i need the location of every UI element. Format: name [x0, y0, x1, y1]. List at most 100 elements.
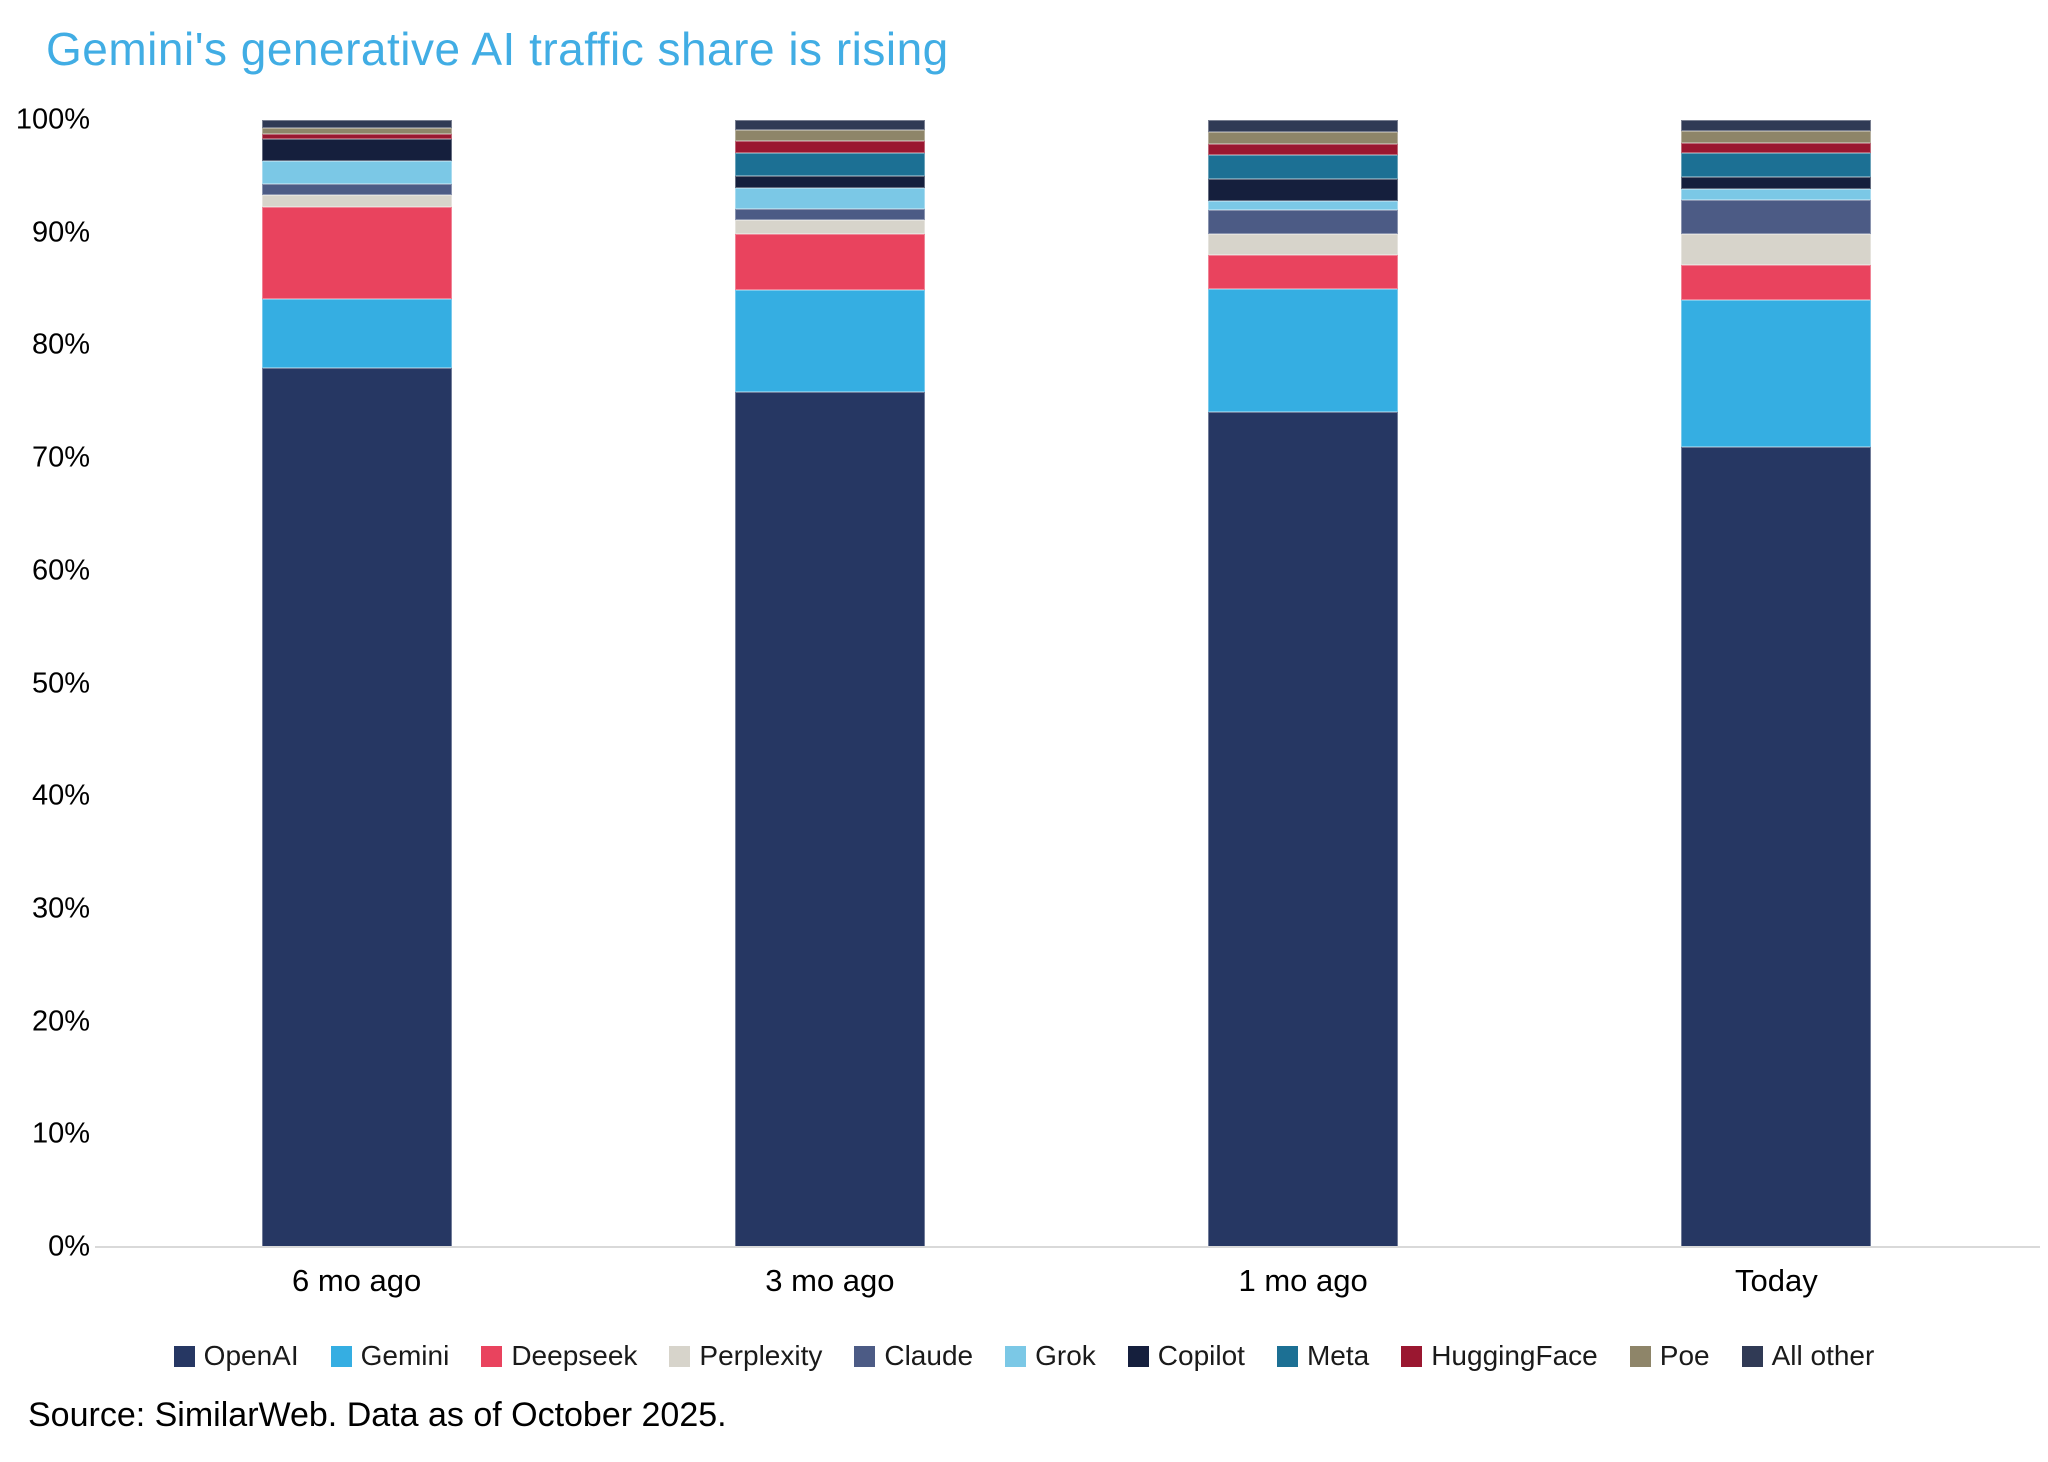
- bar-segment-poe: [1208, 132, 1399, 144]
- bar-segment-all-other: [734, 120, 925, 131]
- legend-swatch-icon: [1005, 1345, 1027, 1367]
- legend-swatch-icon: [669, 1345, 691, 1367]
- legend-swatch-icon: [1629, 1345, 1651, 1367]
- y-axis-tick: 40%: [31, 779, 90, 812]
- bar-segment-deepseek: [261, 206, 452, 300]
- legend-item-grok: Grok: [1005, 1340, 1096, 1372]
- bar-segment-grok: [1681, 188, 1872, 200]
- legend-swatch-icon: [1276, 1345, 1298, 1367]
- bar-segment-huggingface: [734, 141, 925, 153]
- y-axis-tick: 10%: [31, 1117, 90, 1150]
- x-axis-label-1-mo-ago: 1 mo ago: [1238, 1263, 1368, 1298]
- bar-segment-claude: [1208, 210, 1399, 234]
- legend-item-huggingface: HuggingFace: [1401, 1340, 1598, 1372]
- legend: OpenAI Gemini Deepseek Perplexity Claude Grok…: [0, 1340, 2048, 1372]
- legend-item-deepseek: Deepseek: [481, 1340, 637, 1372]
- legend-item-gemini: Gemini: [330, 1340, 450, 1372]
- x-axis-label-3-mo-ago: 3 mo ago: [765, 1263, 895, 1298]
- stacked-bar-today: [1681, 120, 1872, 1247]
- legend-item-meta: Meta: [1276, 1340, 1370, 1372]
- legend-label: Deepseek: [511, 1340, 638, 1371]
- y-axis-tick: 100%: [15, 103, 90, 136]
- y-axis-tick: 80%: [31, 328, 90, 361]
- legend-label: Copilot: [1157, 1340, 1245, 1371]
- legend-swatch-icon: [173, 1345, 195, 1367]
- bar-segment-copilot: [1208, 178, 1399, 202]
- bar-segment-gemini: [261, 299, 452, 368]
- x-axis-baseline: [95, 1246, 2040, 1248]
- bar-segment-meta: [734, 152, 925, 177]
- legend-label: Meta: [1306, 1340, 1370, 1371]
- bar-segment-deepseek: [1681, 265, 1872, 301]
- legend-item-all-other: All other: [1741, 1340, 1874, 1372]
- bar-segment-all-other: [261, 120, 452, 128]
- bar-segment-copilot: [734, 176, 925, 188]
- bar-segment-huggingface: [1681, 142, 1872, 153]
- bar-slot-6-mo-ago: [120, 120, 593, 1247]
- bar-segment-meta: [1208, 154, 1399, 179]
- bar-segment-claude: [1681, 199, 1872, 234]
- bar-segment-poe: [261, 127, 452, 134]
- bar-segment-claude: [261, 184, 452, 196]
- x-axis-label-today: Today: [1735, 1263, 1818, 1298]
- legend-label: OpenAI: [203, 1340, 299, 1371]
- bar-segment-all-other: [1681, 120, 1872, 132]
- legend-label: HuggingFace: [1431, 1340, 1598, 1371]
- bar-segment-grok: [1208, 201, 1399, 211]
- legend-item-claude: Claude: [854, 1340, 973, 1372]
- bar-segment-poe: [734, 130, 925, 142]
- y-axis-tick: 0%: [48, 1230, 90, 1263]
- bar-segment-grok: [734, 187, 925, 209]
- bar-segment-gemini: [1681, 300, 1872, 447]
- legend-label: Poe: [1659, 1340, 1710, 1371]
- legend-swatch-icon: [330, 1345, 352, 1367]
- bar-segment-perplexity: [1681, 233, 1872, 266]
- bar-segment-openai: [1681, 446, 1872, 1247]
- bar-slot-3-mo-ago: [593, 120, 1066, 1247]
- legend-item-poe: Poe: [1629, 1340, 1710, 1372]
- bar-segment-copilot: [1681, 177, 1872, 189]
- y-axis-tick: 60%: [31, 554, 90, 587]
- legend-item-perplexity: Perplexity: [669, 1340, 822, 1372]
- stacked-bar-3-mo-ago: [734, 120, 925, 1247]
- y-axis-tick: 50%: [31, 667, 90, 699]
- bar-slot-today: [1540, 120, 2013, 1247]
- y-axis-tick: 90%: [31, 216, 90, 249]
- bar-segment-gemini: [734, 290, 925, 392]
- bar-segment-all-other: [1208, 120, 1399, 133]
- stacked-bar-6-mo-ago: [261, 120, 452, 1247]
- legend-swatch-icon: [854, 1345, 876, 1367]
- legend-label: Grok: [1035, 1340, 1096, 1371]
- legend-swatch-icon: [1741, 1345, 1763, 1367]
- bar-segment-meta: [1681, 152, 1872, 178]
- y-axis-tick: 30%: [31, 892, 90, 925]
- y-axis-tick: 20%: [31, 1005, 90, 1038]
- stacked-bar-1-mo-ago: [1208, 120, 1399, 1247]
- bar-segment-claude: [734, 209, 925, 221]
- x-axis-label-6-mo-ago: 6 mo ago: [291, 1263, 422, 1298]
- source-note: Source: SimilarWeb. Data as of October 2…: [28, 1396, 727, 1434]
- legend-swatch-icon: [1401, 1345, 1423, 1367]
- bar-segment-huggingface: [1208, 143, 1399, 155]
- legend-label: Gemini: [360, 1340, 450, 1371]
- bar-segment-perplexity: [1208, 233, 1399, 256]
- bar-segment-deepseek: [1208, 255, 1399, 289]
- bar-segment-copilot: [261, 139, 452, 161]
- bar-segment-grok: [261, 160, 452, 185]
- bar-segment-openai: [734, 391, 925, 1247]
- bar-segment-deepseek: [734, 233, 925, 291]
- legend-label: Claude: [884, 1340, 974, 1371]
- legend-label: Perplexity: [699, 1340, 823, 1371]
- bar-segment-gemini: [1208, 288, 1399, 412]
- bar-segment-poe: [1681, 131, 1872, 143]
- bar-segment-openai: [261, 367, 452, 1247]
- legend-item-copilot: Copilot: [1127, 1340, 1245, 1372]
- bar-slot-1-mo-ago: [1067, 120, 1540, 1247]
- bar-segment-perplexity: [261, 195, 452, 207]
- x-axis: 6 mo ago 3 mo ago 1 mo ago Today: [120, 1263, 2013, 1299]
- bar-segment-perplexity: [734, 220, 925, 234]
- y-axis-tick: 70%: [31, 441, 90, 474]
- page-title: Gemini's generative AI traffic share is …: [46, 23, 949, 75]
- y-axis: 0% 10% 20% 30% 40% 50% 60% 70% 80% 90% 100%: [0, 104, 90, 1263]
- legend-item-openai: OpenAI: [173, 1340, 299, 1372]
